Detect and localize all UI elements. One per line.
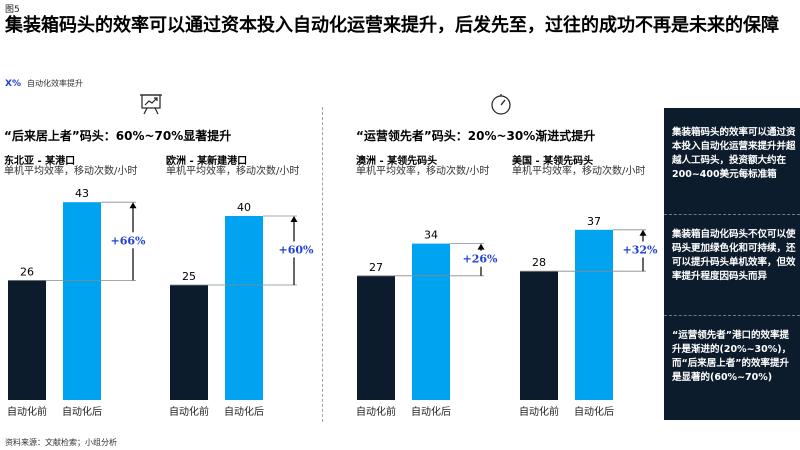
- sidebar-insight: “运营领先者”港口的效率提升是渐进的(20%~30%)，而“后来居上者”的效率提…: [672, 330, 792, 383]
- increase-label: +32%: [623, 244, 659, 257]
- legend-tag: X%: [5, 79, 21, 89]
- legend-text: 自动化效率提升: [26, 79, 83, 88]
- sidebar-insight: 集装箱码头的效率可以通过资本投入自动化运营来提升并超越人工码头，投资额大约在20…: [672, 127, 796, 180]
- figure-label: 图5: [5, 5, 20, 15]
- category-label: 自动化后: [62, 405, 102, 418]
- bar: [520, 271, 558, 400]
- source-note: 资料来源：文献检索；小组分析: [5, 438, 117, 447]
- sidebar-divider: [664, 214, 800, 215]
- bar: [575, 229, 613, 400]
- bar: [357, 275, 395, 400]
- legend: X% 自动化效率提升: [5, 78, 83, 89]
- category-label: 自动化后: [411, 405, 451, 418]
- bar: [412, 243, 450, 400]
- bar-value-label: 26: [20, 265, 34, 278]
- presentation-chart-icon: [140, 94, 162, 115]
- category-label: 自动化后: [224, 405, 264, 418]
- category-label: 自动化后: [574, 405, 614, 418]
- increase-label-bg: [106, 232, 150, 249]
- increase-arrow-head: [477, 243, 485, 250]
- section-divider: [322, 107, 323, 422]
- category-label: 自动化前: [356, 405, 396, 418]
- bar-value-label: 25: [182, 270, 196, 283]
- increase-label-bg: [458, 250, 502, 267]
- metric-label: 单机平均效率，移动次数/小时: [166, 166, 300, 177]
- bar: [8, 280, 46, 400]
- bar-value-label: 43: [75, 187, 89, 200]
- bar: [63, 202, 101, 400]
- section-heading-leader: “运营领先者”码头：20%~30%渐进式提升: [356, 129, 596, 143]
- increase-arrow-head: [639, 229, 647, 236]
- bar: [225, 216, 263, 400]
- increase-arrow-head: [290, 216, 298, 222]
- bar-value-label: 40: [237, 201, 251, 214]
- region-label: 欧洲 - 某新建港口: [166, 156, 248, 167]
- category-label: 自动化前: [169, 405, 209, 418]
- region-label: 澳洲 - 某领先码头: [356, 156, 438, 167]
- sidebar-divider: [664, 315, 800, 316]
- increase-label-bg: [274, 241, 318, 258]
- bar-value-label: 37: [587, 215, 601, 228]
- bar-value-label: 28: [532, 256, 546, 269]
- insight-sidebar: 集装箱码头的效率可以通过资本投入自动化运营来提升并超越人工码头，投资额大约在20…: [664, 108, 800, 420]
- increase-arrow-head: [129, 202, 137, 209]
- metric-label: 单机平均效率，移动次数/小时: [356, 166, 490, 177]
- metric-label: 单机平均效率，移动次数/小时: [512, 166, 646, 177]
- category-label: 自动化前: [519, 405, 559, 418]
- region-label: 美国 - 某领先码头: [512, 156, 594, 167]
- page-title: 集装箱码头的效率可以通过资本投入自动化运营来提升，后发先至，过往的成功不再是未来…: [5, 15, 779, 36]
- metric-label: 单机平均效率，移动次数/小时: [4, 166, 138, 177]
- increase-label: +60%: [279, 244, 315, 257]
- increase-label-bg: [618, 241, 662, 258]
- category-label: 自动化前: [7, 405, 47, 418]
- bar-value-label: 27: [369, 261, 383, 274]
- sidebar-insight: 集装箱自动化码头不仅可以使码头更加绿色化和可持续，还可以提升码头单机效率，但效率…: [672, 229, 796, 282]
- region-label: 东北亚 - 某港口: [4, 156, 76, 167]
- bar-value-label: 34: [424, 229, 438, 242]
- bar: [170, 285, 208, 400]
- section-heading-laggard: “后来居上者”码头：60%~70%显著提升: [4, 129, 232, 143]
- gauge-icon: [491, 94, 511, 115]
- increase-label: +26%: [463, 253, 499, 266]
- increase-label: +66%: [111, 234, 147, 247]
